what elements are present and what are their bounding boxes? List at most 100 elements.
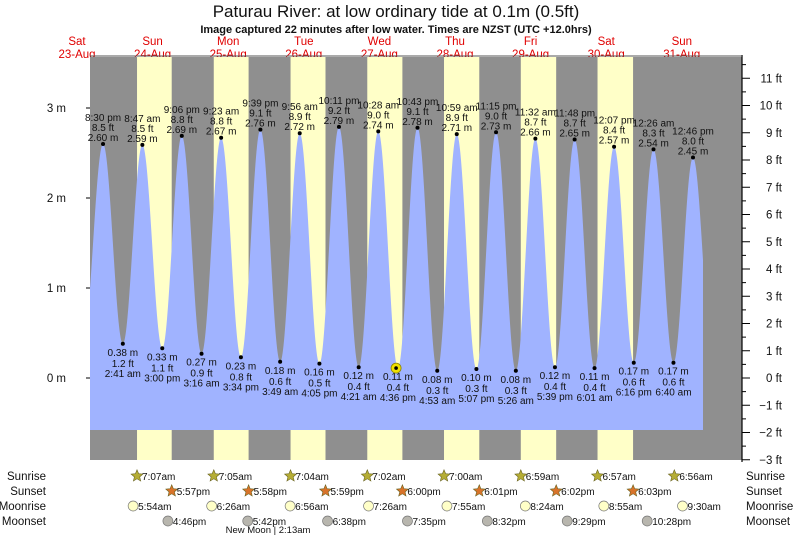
tide-height-ft: 0.4 ft [348,382,370,393]
sunset-time: 5:57pm [177,487,210,498]
moonset-time: 10:28pm [652,517,691,528]
tide-point-marker [552,365,557,370]
date-label: 23-Aug [58,49,95,61]
moon-phase-label: New Moon | 2:13am [226,525,311,536]
tide-time: 9:23 am [203,107,239,118]
sunset-time: 5:59pm [330,487,363,498]
low-tide-point: 0.33 m1.1 ft3:00 pm [144,346,180,384]
low-tide-point: 0.08 m0.3 ft5:26 am [498,368,534,407]
tide-point-marker [454,132,459,137]
tide-point-marker [140,142,145,147]
tide-point-marker [356,365,361,370]
low-tide-point: 0.16 m0.5 ft4:05 pm [301,361,337,400]
tide-time: 10:43 pm [397,97,439,108]
axes: 3 m 2 m 1 m 0 m 11 ft 10 ft 9 ft 8 ft 7 ft 6 ft 5 … [47,55,783,467]
moonset-icon [561,515,573,527]
low-tide-point: 0.38 m1.2 ft2:41 am [105,341,141,380]
tide-time: 6:40 am [655,388,691,399]
tide-height-ft: 9.1 ft [249,109,271,120]
sunrise-time: 7:07am [142,472,175,483]
sunrise-event: 7:04am [283,469,329,483]
tide-height-m: 2.60 m [88,133,119,144]
tide-height-m: 2.79 m [324,116,355,127]
tide-height-ft: 0.5 ft [308,379,330,390]
moonset-time: 4:46pm [173,517,206,528]
moonset-time: 8:32pm [492,517,525,528]
tide-height-ft: 9.1 ft [406,107,428,118]
sunrise-event: 7:00am [437,469,482,483]
moonset-icon [481,515,493,527]
sunrise-event: 7:05am [207,469,252,483]
tide-time: 9:06 pm [164,105,200,116]
tide-height-ft: 0.3 ft [505,386,527,397]
tide-height-ft: 8.5 ft [131,124,153,135]
sunrise-icon [590,469,605,482]
day-name-label: Sat [68,36,86,48]
tide-height-ft: 8.9 ft [289,112,311,123]
tide-time: 4:05 pm [301,389,337,400]
tide-time: 3:00 pm [144,373,180,384]
day-name-label: Sun [142,36,162,48]
moonrise-time: 7:55am [452,502,485,513]
moonset-time: 9:29pm [572,517,605,528]
moonrise-event: 8:55am [598,500,642,513]
moonrise-time: 9:30am [688,502,721,513]
high-tide-point: 8:30 pm8.5 ft2.60 m [85,113,121,146]
tide-time: 2:41 am [105,369,141,380]
tide-area [90,126,703,431]
tide-point-marker [297,131,302,136]
sunset-event: 6:00pm [395,484,441,498]
tide-height-ft: 0.9 ft [190,369,212,380]
sunset-icon [549,484,563,497]
moonset-icon [162,515,174,527]
tide-height-m: 0.10 m [461,373,492,384]
tide-time: 10:11 pm [318,96,359,107]
tide-time: 5:07 pm [458,394,494,405]
high-tide-point: 12:26 am8.3 ft2.54 m [633,118,674,152]
moonset-row-label-right: Moonset [746,516,791,528]
tide-time: 6:01 am [576,393,612,404]
moonrise-row-label-left: Moonrise [0,501,46,513]
tide-point-marker [690,155,695,160]
moonrise-event: 9:30am [677,500,721,513]
tide-point-marker [612,144,617,149]
moonrise-event: 7:26am [363,500,407,513]
tide-point-marker [120,341,125,346]
moonset-event: 8:32pm [481,515,526,528]
tide-height-ft: 0.3 ft [426,386,448,397]
tide-time: 3:49 am [262,387,298,398]
tide-point-marker [258,127,263,132]
tide-height-ft: 0.4 ft [583,383,605,394]
tide-height-m: 2.54 m [638,138,669,149]
low-tide-point: 0.12 m0.4 ft5:39 pm [537,365,573,403]
sunset-event: 6:03pm [626,484,671,498]
moonset-time: 7:35pm [412,517,445,528]
y-right-tick-label: 8 ft [766,155,783,167]
sunrise-time: 7:04am [296,472,329,483]
sunset-event: 5:58pm [241,484,287,498]
tide-height-m: 0.08 m [422,375,453,386]
low-tide-point: 0.17 m0.6 ft6:16 pm [616,360,652,399]
tide-time: 11:32 am [515,108,556,119]
moonrise-icon [598,500,610,512]
tide-height-m: 0.16 m [304,368,335,379]
y-right-tick-label: 7 ft [766,182,783,194]
tide-height-m: 2.74 m [363,120,394,131]
tide-point-marker [572,137,577,142]
moonset-event: 6:38pm [322,515,366,528]
moonrise-row-label-right: Moonrise [746,501,793,513]
sunrise-event: 7:02am [360,469,406,483]
high-tide-point: 9:23 am8.8 ft2.67 m [203,107,239,140]
y-right-tick-label: 6 ft [766,210,783,222]
tide-height-m: 0.23 m [226,361,257,372]
sunset-time: 6:03pm [638,487,671,498]
tide-point-marker [651,147,656,152]
tide-height-ft: 0.4 ft [544,382,566,393]
high-tide-point: 11:15 pm9.0 ft2.73 m [476,101,517,135]
sunset-row-label-left: Sunset [10,486,47,498]
tide-time: 3:16 am [183,379,219,390]
low-tide-point: 0.12 m0.4 ft4:21 am [341,365,377,403]
moonrise-time: 8:24am [530,502,563,513]
tide-time: 9:39 pm [242,99,278,110]
tide-height-m: 2.65 m [559,129,590,140]
